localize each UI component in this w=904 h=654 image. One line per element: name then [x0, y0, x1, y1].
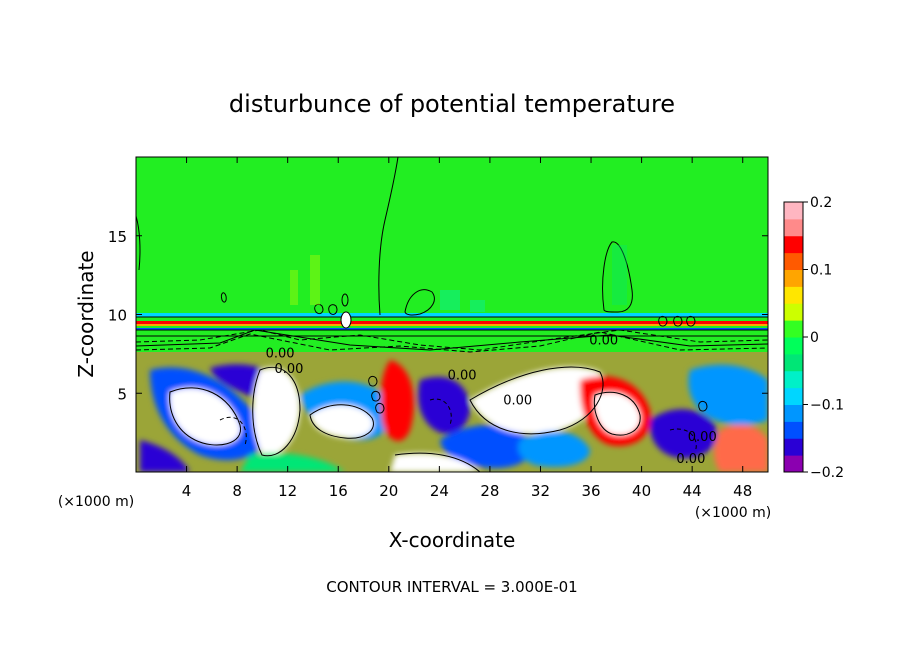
contour-label: 0.00: [688, 430, 717, 445]
x-tick-label: 24: [430, 482, 449, 500]
x-tick-label: 4: [182, 482, 192, 500]
colorbar-cell: [784, 218, 803, 237]
x-tick-label: 12: [278, 482, 297, 500]
colorbar-cell: [784, 235, 803, 254]
colorbar: 0.2 0.1 0 −0.1 −0.2: [783, 195, 844, 481]
plot-area: [136, 157, 768, 472]
colorbar-cell: [784, 370, 803, 389]
y-tick-label: 5: [117, 385, 127, 403]
colorbar-cell: [784, 455, 803, 473]
x-axis-ticks: 4 8 12 16 20 24 28 32 36 40 44 48: [182, 157, 752, 500]
x-unit-right: (×1000 m): [695, 505, 771, 521]
colorbar-cell: [784, 269, 803, 287]
upper-contours: [136, 157, 708, 414]
y-tick-label: 10: [108, 307, 127, 325]
colorbar-cell: [784, 421, 803, 439]
y-axis-label: Z-coordinate: [74, 250, 98, 377]
colorbar-cell: [784, 387, 803, 405]
colorbar-cell: [784, 320, 803, 338]
tropopause-band: [136, 313, 768, 353]
x-tick-label: 8: [232, 482, 242, 500]
colorbar-tick-label: −0.2: [810, 465, 844, 481]
colorbar-tick-label: 0: [810, 330, 819, 346]
contour-label: 0.00: [589, 334, 618, 349]
x-axis-label: X-coordinate: [389, 528, 516, 552]
x-tick-label: 28: [480, 482, 499, 500]
chart-title: disturbunce of potential temperature: [229, 90, 675, 118]
colorbar-tick-label: −0.1: [810, 398, 844, 414]
colorbar-cell: [784, 353, 803, 372]
colorbar-cell: [784, 202, 803, 220]
y-tick-label: 15: [108, 228, 127, 246]
turbulent-layer: [136, 352, 768, 472]
contour-label: 0.00: [676, 452, 705, 467]
x-tick-label: 48: [733, 482, 752, 500]
colorbar-cell: [784, 286, 803, 304]
contour-interval-note: CONTOUR INTERVAL = 3.000E-01: [326, 578, 577, 596]
x-tick-label: 40: [632, 482, 651, 500]
x-tick-label: 36: [581, 482, 600, 500]
contour-labels: 0.000.00 0.000.000.000.000.00: [266, 334, 717, 467]
colorbar-tick-label: 0.1: [810, 263, 832, 279]
contour-label: 0.00: [448, 368, 477, 383]
colorbar-cell: [784, 303, 803, 321]
contour-label: 0.00: [503, 394, 532, 409]
y-axis-ticks: 5 10 15: [108, 228, 768, 403]
x-tick-label: 20: [379, 482, 398, 500]
x-tick-label: 32: [531, 482, 550, 500]
colorbar-cell: [784, 438, 803, 456]
colorbar-cells: [784, 202, 803, 473]
upper-faint-features: [290, 245, 627, 312]
x-tick-label: 44: [683, 482, 702, 500]
colorbar-tick-label: 0.2: [810, 195, 832, 211]
contour-label: 0.00: [274, 362, 303, 377]
contour-label: 0.00: [266, 346, 295, 361]
colorbar-cell: [784, 404, 803, 422]
colorbar-cell: [784, 252, 803, 270]
colorbar-ticks: 0.2 0.1 0 −0.1 −0.2: [803, 195, 844, 481]
x-tick-label: 16: [329, 482, 348, 500]
colorbar-cell: [784, 337, 803, 355]
x-unit-left: (×1000 m): [58, 494, 134, 510]
